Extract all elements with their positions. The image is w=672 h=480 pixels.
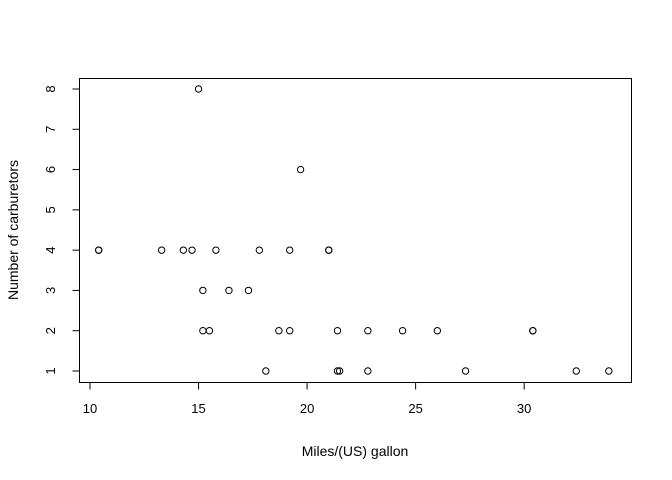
x-tick-label: 25 xyxy=(408,401,422,416)
data-point xyxy=(333,367,342,375)
y-tick-label: 4 xyxy=(43,247,58,254)
data-points xyxy=(94,85,613,375)
data-point xyxy=(157,246,166,254)
data-point xyxy=(199,327,207,335)
y-tick-label: 2 xyxy=(43,327,58,334)
y-axis-title: Number of carburetors xyxy=(5,160,21,300)
data-point xyxy=(433,327,442,335)
x-axis: 10 15 20 25 30 xyxy=(83,382,531,416)
data-point xyxy=(194,85,203,93)
x-tick-label: 15 xyxy=(191,401,205,416)
data-point xyxy=(275,327,283,335)
data-point xyxy=(605,367,613,375)
data-point xyxy=(255,246,264,254)
data-point xyxy=(335,367,344,375)
data-point xyxy=(244,286,253,295)
data-point xyxy=(262,367,270,375)
x-tick-label: 30 xyxy=(517,401,531,416)
data-point xyxy=(461,367,470,375)
data-point xyxy=(296,165,305,174)
data-point xyxy=(333,327,342,335)
data-point xyxy=(364,367,372,375)
data-point xyxy=(286,246,294,254)
y-tick-label: 7 xyxy=(43,126,58,133)
y-tick-label: 5 xyxy=(43,206,58,213)
y-axis: 1 2 3 4 5 6 7 8 xyxy=(43,85,80,375)
data-point xyxy=(364,327,372,335)
y-tick-label: 1 xyxy=(43,367,58,374)
x-tick-label: 10 xyxy=(83,401,97,416)
data-point xyxy=(205,327,214,335)
data-point xyxy=(179,246,188,254)
data-point xyxy=(225,286,233,295)
data-point xyxy=(286,327,294,335)
data-point xyxy=(212,246,220,254)
data-point xyxy=(398,327,407,335)
y-tick-label: 3 xyxy=(43,287,58,294)
x-axis-title: Miles/(US) gallon xyxy=(302,443,409,459)
data-point xyxy=(188,246,196,254)
y-tick-label: 6 xyxy=(43,166,58,173)
plot-frame xyxy=(79,78,632,383)
data-point xyxy=(199,286,207,295)
data-point xyxy=(529,327,537,335)
data-point xyxy=(94,246,103,254)
data-point xyxy=(572,367,580,375)
data-point xyxy=(325,246,333,254)
x-tick-label: 20 xyxy=(300,401,314,416)
y-tick-label: 8 xyxy=(43,85,58,92)
